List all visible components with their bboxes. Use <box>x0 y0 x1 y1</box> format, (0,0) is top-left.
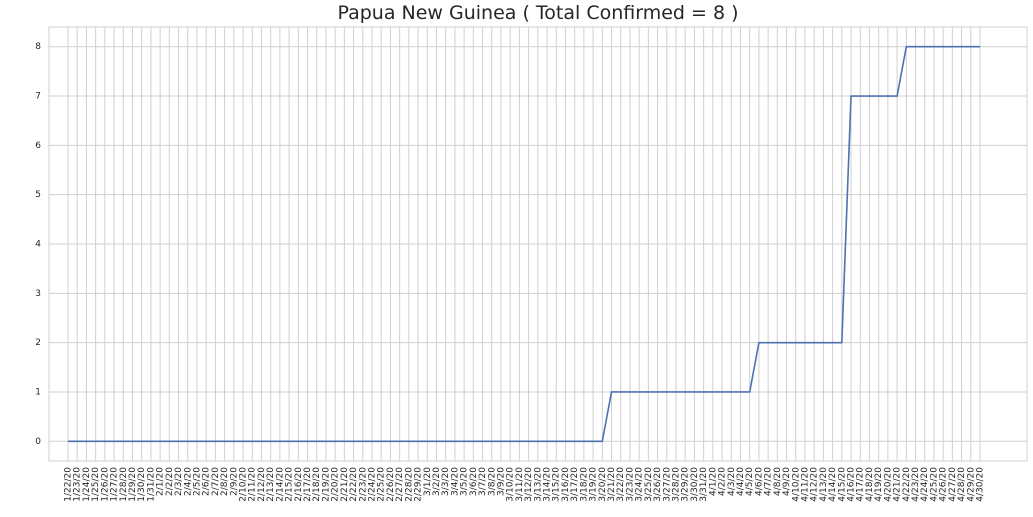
y-tick-label: 6 <box>35 141 41 151</box>
y-tick-label: 0 <box>35 437 41 447</box>
x-tick-labels: 1/22/20 1/23/20 1/24/20 1/25/20 1/26/20 1/27/… <box>64 467 986 502</box>
y-tick-label: 3 <box>35 289 41 299</box>
y-tick-labels: 0 1 2 3 4 5 6 7 8 <box>35 42 41 447</box>
y-tick-label: 8 <box>35 42 41 52</box>
y-tick-label: 7 <box>35 92 41 102</box>
y-tick-label: 4 <box>35 240 41 250</box>
y-tick-label: 1 <box>35 387 41 397</box>
chart-title: Papua New Guinea ( Total Confirmed = 8 ) <box>337 2 738 24</box>
x-tick-label: 4/30/20 <box>976 467 986 502</box>
y-tick-label: 2 <box>35 338 41 348</box>
y-tick-label: 5 <box>35 190 41 200</box>
